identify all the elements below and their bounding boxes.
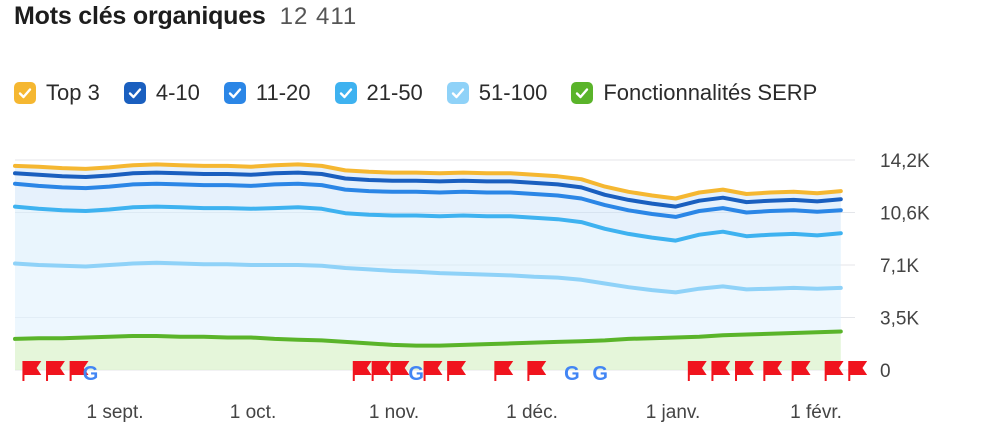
x-tick-label: 1 janv.: [646, 402, 701, 423]
keyword-count: 12 411: [279, 3, 358, 30]
x-tick-label: 1 nov.: [369, 402, 419, 423]
legend-label: 4-10: [155, 80, 200, 105]
y-tick-label: 10,6K: [880, 204, 930, 225]
legend-item-51-100[interactable]: 51-100: [446, 80, 548, 106]
flag-icon: [687, 361, 707, 381]
x-tick-label: 1 sept.: [86, 402, 143, 423]
flag-icon: [791, 361, 811, 381]
legend-label: 11-20: [255, 80, 311, 105]
series-line: [13, 181, 843, 219]
y-tick-label: 7,1K: [880, 256, 919, 277]
series-area: [15, 262, 841, 346]
series-area: [15, 331, 841, 370]
y-tick-label: 14,2K: [880, 151, 930, 172]
chart-title: Mots clés organiques: [14, 2, 266, 30]
checkbox-icon[interactable]: [571, 82, 594, 104]
legend-item-21-50[interactable]: 21-50: [334, 80, 423, 106]
flag-icon: [763, 361, 783, 381]
flag-icon: [22, 361, 42, 381]
series-line: [13, 260, 843, 295]
series-line: [13, 204, 843, 243]
legend-label: Top 3: [46, 80, 100, 105]
checkbox-icon[interactable]: [223, 82, 246, 104]
legend-label: 51-100: [478, 80, 548, 105]
series-area: [15, 183, 841, 241]
y-tick-label: 3,5K: [880, 309, 919, 330]
flag-icon: [735, 361, 754, 381]
flag-icon: [69, 361, 89, 381]
flag-icon: [371, 361, 391, 381]
legend-label: 21-50: [366, 80, 423, 105]
series-area: [15, 164, 841, 207]
google-icon: G: [592, 363, 608, 385]
legend-item-serp-features[interactable]: Fonctionnalités SERP: [571, 80, 817, 106]
x-tick-label: 1 févr.: [790, 402, 842, 423]
legend-item-11-20[interactable]: 11-20: [223, 80, 311, 106]
flag-icon: [848, 361, 868, 381]
x-tick-label: 1 déc.: [506, 402, 558, 423]
flag-icon: [711, 361, 731, 381]
google-icon: G: [83, 363, 99, 385]
flag-icon: [423, 361, 443, 381]
checkbox-icon[interactable]: [446, 82, 469, 104]
flag-icon: [46, 361, 65, 381]
x-tick-label: 1 oct.: [230, 402, 276, 423]
checkbox-icon[interactable]: [123, 82, 146, 104]
series-line: [13, 170, 843, 209]
area-chart[interactable]: 14,2K 10,6K 7,1K 3,5K 0 1 sept. 1 oct. 1 nov. 1 …: [0, 140, 981, 439]
checkbox-icon[interactable]: [334, 82, 357, 104]
flag-icon: [352, 361, 372, 381]
series-line: [13, 329, 843, 348]
flag-icon: [824, 361, 844, 381]
google-icon: G: [408, 363, 424, 385]
flag-icon: [447, 361, 467, 381]
y-tick-label: 0: [880, 361, 891, 382]
flag-icon: [390, 361, 410, 381]
legend-label: Fonctionnalités SERP: [603, 80, 818, 105]
chart-header: Mots clés organiques 12 411: [14, 2, 357, 42]
series-line: [13, 162, 843, 201]
legend: Top 3 4-10 11-20 21-50 51-100 Fonctionna…: [14, 80, 817, 106]
flag-icon: [494, 361, 514, 381]
legend-item-top3[interactable]: Top 3: [14, 80, 100, 106]
google-icon: G: [564, 363, 580, 385]
flag-icon: [527, 361, 547, 381]
series-area: [15, 206, 841, 293]
legend-item-4-10[interactable]: 4-10: [123, 80, 200, 106]
checkbox-icon[interactable]: [14, 82, 36, 104]
